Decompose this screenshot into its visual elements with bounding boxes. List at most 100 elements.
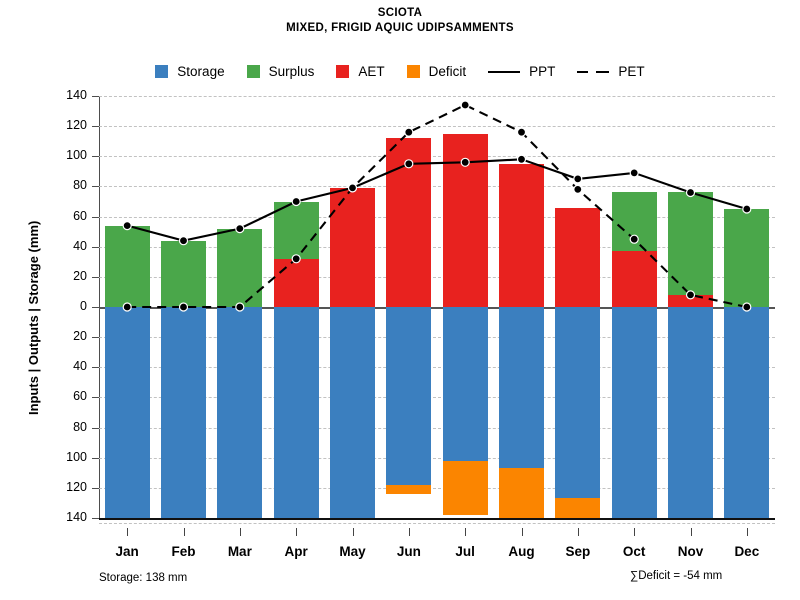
y-axis-tick bbox=[92, 518, 99, 519]
y-axis-tick bbox=[92, 186, 99, 188]
bar-segment-surplus-jan bbox=[104, 225, 150, 307]
y-axis-label: 80 bbox=[73, 178, 87, 193]
gridline bbox=[99, 156, 775, 158]
axis-baseline bbox=[99, 518, 775, 520]
legend-item-ppt[interactable]: PPT bbox=[488, 64, 555, 79]
bar-segment-aet-sep bbox=[555, 207, 601, 307]
gridline bbox=[99, 337, 775, 339]
bar-segment-surplus-apr bbox=[273, 201, 319, 259]
legend-item-aet[interactable]: AET bbox=[336, 64, 385, 79]
y-axis-tick bbox=[92, 276, 99, 278]
y-axis-tick bbox=[92, 216, 99, 218]
bar-segment-storage-feb bbox=[160, 307, 207, 518]
y-axis-label: 20 bbox=[73, 268, 87, 283]
y-axis-label: 140 bbox=[66, 510, 87, 524]
data-point-pet-oct bbox=[629, 234, 639, 244]
bar-segment-surplus-mar bbox=[217, 228, 263, 307]
x-axis-label-may: May bbox=[339, 544, 366, 559]
x-axis-label-sep: Sep bbox=[565, 544, 591, 559]
y-axis-label: 20 bbox=[73, 329, 87, 344]
legend-swatch-storage-icon bbox=[155, 65, 169, 78]
y-axis-label: 0 bbox=[80, 299, 87, 313]
y-axis-tick bbox=[92, 427, 99, 429]
legend-label: PET bbox=[618, 64, 645, 79]
data-point-ppt-jun bbox=[404, 159, 414, 169]
bar-segment-storage-mar bbox=[217, 307, 263, 518]
y-axis-tick bbox=[92, 337, 99, 339]
y-axis-tick bbox=[92, 307, 99, 308]
legend-label: Surplus bbox=[268, 64, 315, 79]
x-axis-tick bbox=[296, 528, 298, 536]
plot-area bbox=[99, 96, 775, 524]
gridline bbox=[99, 397, 775, 399]
legend-item-surplus[interactable]: Surplus bbox=[246, 64, 315, 79]
y-axis-label: 60 bbox=[73, 389, 87, 404]
data-point-ppt-aug bbox=[516, 154, 527, 164]
legend-item-pet[interactable]: PET bbox=[577, 64, 645, 79]
lines-layer bbox=[122, 100, 752, 312]
data-point-ppt-apr bbox=[291, 196, 301, 207]
gridline bbox=[99, 487, 775, 489]
x-axis-label-oct: Oct bbox=[622, 544, 646, 559]
data-point-pet-feb bbox=[178, 302, 189, 312]
x-axis-tick bbox=[408, 528, 410, 536]
bar-segment-storage-dec bbox=[724, 307, 770, 518]
x-axis-label-nov: Nov bbox=[677, 544, 704, 559]
data-point-pet-jul bbox=[460, 100, 470, 110]
data-point-ppt-sep bbox=[573, 174, 583, 184]
legend-label: Deficit bbox=[428, 64, 467, 79]
gridline bbox=[99, 96, 775, 97]
bar-segment-storage-jul bbox=[442, 307, 488, 461]
x-axis-tick bbox=[634, 528, 636, 536]
gridline bbox=[99, 246, 775, 248]
y-axis-label: 120 bbox=[66, 479, 87, 494]
chart-legend: Storage Surplus AET Deficit PPT PET bbox=[0, 64, 800, 79]
x-axis-tick bbox=[352, 528, 354, 536]
bar-segment-deficit-jul bbox=[442, 460, 488, 515]
data-point-ppt-jul bbox=[460, 157, 470, 167]
gridline bbox=[99, 427, 775, 429]
y-axis-tick bbox=[92, 457, 99, 459]
bar-segment-storage-may bbox=[329, 307, 376, 518]
legend-item-storage[interactable]: Storage bbox=[155, 64, 225, 79]
x-axis-tick bbox=[239, 528, 241, 536]
x-axis-label-apr: Apr bbox=[284, 544, 308, 559]
x-axis-label-mar: Mar bbox=[227, 544, 252, 559]
data-point-ppt-feb bbox=[178, 236, 189, 246]
x-axis-label-jul: Jul bbox=[455, 544, 475, 559]
gridline bbox=[99, 457, 775, 459]
bar-segment-surplus-nov bbox=[667, 192, 714, 295]
bar-segment-surplus-feb bbox=[160, 240, 207, 307]
legend-label: AET bbox=[358, 64, 385, 79]
data-point-ppt-dec bbox=[742, 204, 752, 214]
bar-segment-deficit-jun bbox=[386, 484, 432, 494]
data-point-pet-may bbox=[347, 183, 358, 193]
gridline bbox=[99, 276, 775, 278]
gridline bbox=[99, 523, 775, 524]
bar-segment-storage-aug bbox=[498, 307, 545, 469]
gridline bbox=[99, 186, 775, 188]
y-axis-tick bbox=[92, 246, 99, 248]
y-axis-tick bbox=[92, 126, 99, 128]
bar-segment-storage-jan bbox=[104, 307, 150, 518]
y-axis-tick bbox=[92, 96, 99, 97]
gridline bbox=[99, 126, 775, 128]
y-axis-tick bbox=[92, 367, 99, 369]
x-axis-label-dec: Dec bbox=[734, 544, 760, 559]
bar-segment-storage-sep bbox=[555, 307, 601, 499]
x-axis-label-jun: Jun bbox=[396, 544, 421, 559]
deficit-note: ∑Deficit = -54 mm bbox=[630, 570, 723, 582]
y-axis-tick bbox=[92, 156, 99, 158]
bar-segment-storage-apr bbox=[273, 307, 319, 518]
data-point-ppt-jan bbox=[122, 221, 132, 231]
title-line-1: SCIOTA bbox=[377, 7, 423, 19]
data-point-pet-apr bbox=[291, 254, 301, 264]
legend-item-deficit[interactable]: Deficit bbox=[406, 64, 467, 79]
data-point-ppt-oct bbox=[629, 168, 639, 178]
bar-segment-aet-may bbox=[329, 187, 376, 307]
x-axis-tick bbox=[690, 528, 692, 536]
y-axis-label: 80 bbox=[73, 419, 87, 434]
x-axis-label-feb: Feb bbox=[171, 544, 196, 559]
y-axis-label: 100 bbox=[66, 148, 87, 163]
y-axis-label: 140 bbox=[66, 88, 87, 102]
